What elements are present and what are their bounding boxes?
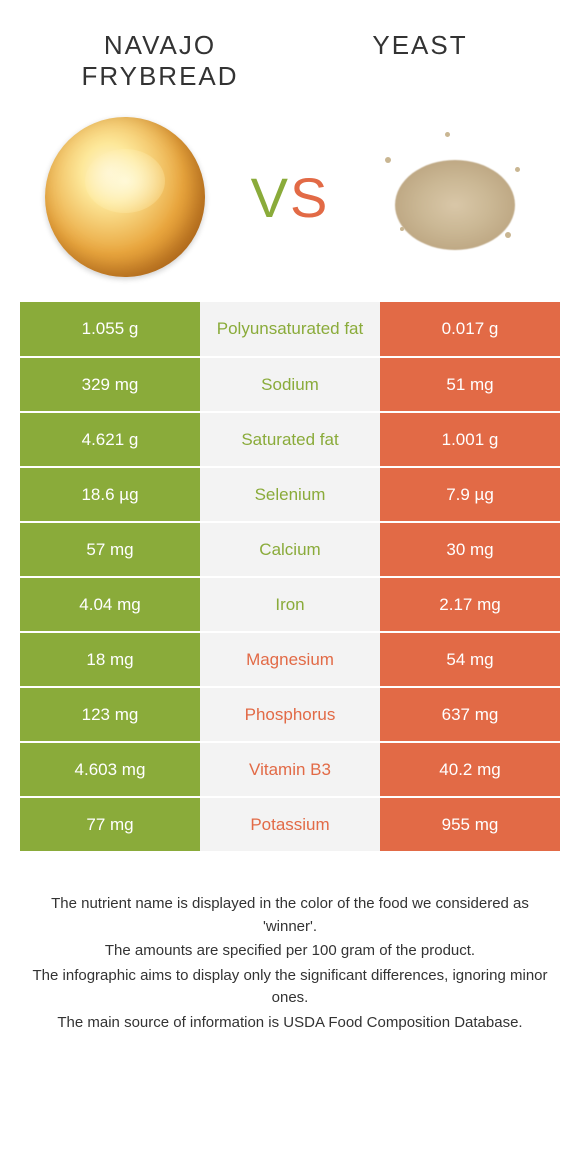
nutrient-label: Calcium: [200, 522, 380, 577]
value-right: 40.2 mg: [380, 742, 560, 797]
footer-line-3: The infographic aims to display only the…: [30, 965, 550, 1010]
table-row: 77 mgPotassium955 mg: [20, 797, 560, 852]
food-b-image: [370, 112, 540, 282]
nutrient-label: Potassium: [200, 797, 380, 852]
footer-line-1: The nutrient name is displayed in the co…: [30, 893, 550, 938]
table-row: 18.6 µgSelenium7.9 µg: [20, 467, 560, 522]
value-right: 955 mg: [380, 797, 560, 852]
value-left: 4.621 g: [20, 412, 200, 467]
value-left: 4.603 mg: [20, 742, 200, 797]
vs-v: V: [251, 166, 290, 229]
nutrient-label: Saturated fat: [200, 412, 380, 467]
images-row: VS: [0, 102, 580, 302]
food-a-image: [40, 112, 210, 282]
value-left: 57 mg: [20, 522, 200, 577]
value-left: 123 mg: [20, 687, 200, 742]
table-row: 123 mgPhosphorus637 mg: [20, 687, 560, 742]
food-b-title: YEAST: [320, 30, 520, 61]
table-row: 1.055 gPolyunsaturated fat0.017 g: [20, 302, 560, 357]
value-left: 18 mg: [20, 632, 200, 687]
footer-line-4: The main source of information is USDA F…: [30, 1012, 550, 1035]
value-right: 1.001 g: [380, 412, 560, 467]
nutrient-table: 1.055 gPolyunsaturated fat0.017 g329 mgS…: [20, 302, 560, 853]
frybread-icon: [45, 117, 205, 277]
header: NAVAJO FRYBREAD YEAST: [0, 0, 580, 102]
value-right: 0.017 g: [380, 302, 560, 357]
footer-notes: The nutrient name is displayed in the co…: [30, 893, 550, 1036]
nutrient-label: Phosphorus: [200, 687, 380, 742]
value-left: 329 mg: [20, 357, 200, 412]
vs-s: S: [290, 166, 329, 229]
table-row: 4.621 gSaturated fat1.001 g: [20, 412, 560, 467]
value-right: 7.9 µg: [380, 467, 560, 522]
nutrient-label: Sodium: [200, 357, 380, 412]
yeast-icon: [375, 117, 535, 277]
value-left: 4.04 mg: [20, 577, 200, 632]
table-row: 329 mgSodium51 mg: [20, 357, 560, 412]
vs-label: VS: [251, 165, 330, 230]
nutrient-label: Iron: [200, 577, 380, 632]
table-row: 57 mgCalcium30 mg: [20, 522, 560, 577]
table-row: 4.04 mgIron2.17 mg: [20, 577, 560, 632]
value-right: 30 mg: [380, 522, 560, 577]
food-a-title: NAVAJO FRYBREAD: [60, 30, 260, 92]
nutrient-label: Selenium: [200, 467, 380, 522]
value-right: 637 mg: [380, 687, 560, 742]
value-left: 18.6 µg: [20, 467, 200, 522]
value-right: 2.17 mg: [380, 577, 560, 632]
nutrient-label: Polyunsaturated fat: [200, 302, 380, 357]
nutrient-label: Vitamin B3: [200, 742, 380, 797]
value-right: 54 mg: [380, 632, 560, 687]
value-left: 1.055 g: [20, 302, 200, 357]
table-row: 18 mgMagnesium54 mg: [20, 632, 560, 687]
value-left: 77 mg: [20, 797, 200, 852]
table-row: 4.603 mgVitamin B340.2 mg: [20, 742, 560, 797]
footer-line-2: The amounts are specified per 100 gram o…: [30, 940, 550, 963]
nutrient-label: Magnesium: [200, 632, 380, 687]
value-right: 51 mg: [380, 357, 560, 412]
